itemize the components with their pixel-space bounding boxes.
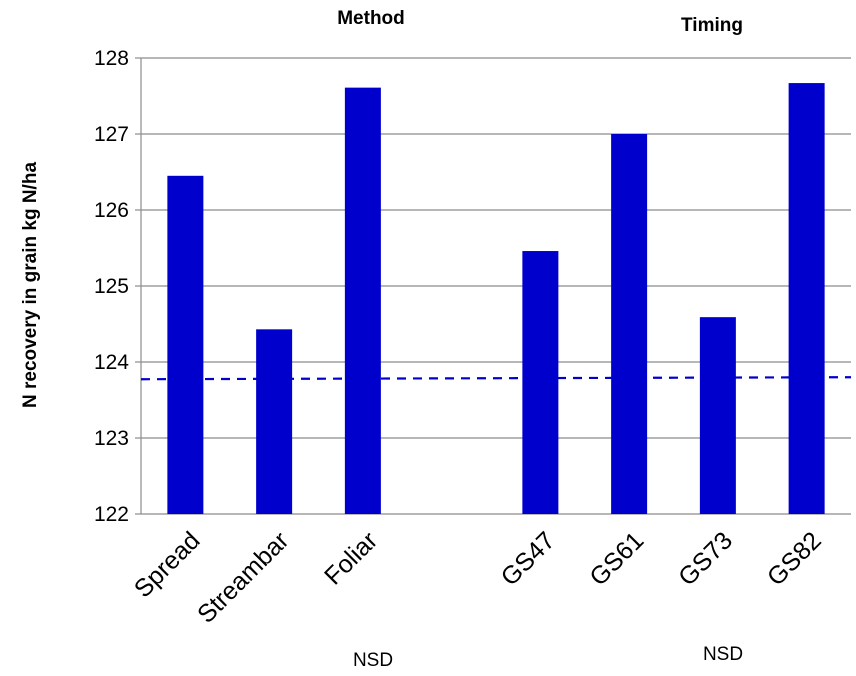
x-tick-label-streambar: Streambar <box>192 526 294 628</box>
y-axis-title: N recovery in grain kg N/ha <box>20 162 41 408</box>
y-tick-label-123: 123 <box>94 427 129 450</box>
reference-line <box>140 376 852 381</box>
group-title-method: Method <box>337 8 405 29</box>
x-tick-label-foliar: Foliar <box>319 526 383 590</box>
bar-foliar <box>344 87 381 514</box>
x-tick-label-gs82: GS82 <box>762 526 827 591</box>
x-tick-label-gs61: GS61 <box>584 526 649 591</box>
y-tick-label-126: 126 <box>94 199 129 222</box>
reference-line-group <box>140 376 852 381</box>
y-tick-label-122: 122 <box>94 503 129 526</box>
y-tick-label-124: 124 <box>94 351 129 374</box>
bar-gs73 <box>699 317 736 514</box>
y-tick-label-125: 125 <box>94 275 129 298</box>
bar-spread <box>167 175 204 515</box>
group-title-timing: Timing <box>681 15 743 36</box>
y-tick-label-128: 128 <box>94 47 129 70</box>
nsd-annotation-method: NSD <box>353 650 393 671</box>
bar-gs82 <box>788 83 825 514</box>
x-tick-label-gs47: GS47 <box>496 526 561 591</box>
nsd-annotation-timing: NSD <box>703 644 743 665</box>
bar-gs47 <box>522 251 559 515</box>
x-tick-label-gs73: GS73 <box>673 526 738 591</box>
gridlines <box>141 57 851 439</box>
bar-gs61 <box>611 134 648 514</box>
bars <box>167 83 825 515</box>
bar-streambar <box>256 329 293 514</box>
x-tick-label-spread: Spread <box>129 526 206 603</box>
y-tick-label-127: 127 <box>94 123 129 146</box>
